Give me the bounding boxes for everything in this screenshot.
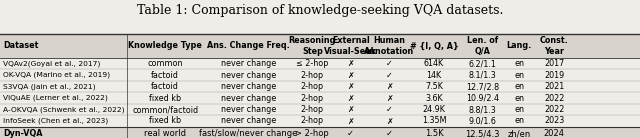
Text: 9.0/1.6: 9.0/1.6 (468, 116, 497, 125)
Text: never change: never change (221, 71, 276, 80)
Bar (0, 34, 640, 58)
Text: never change: never change (221, 59, 276, 68)
Text: Dyn-VQA: Dyn-VQA (3, 129, 43, 138)
Text: ✗: ✗ (348, 71, 354, 80)
Text: 2-hop: 2-hop (301, 82, 324, 91)
Text: S3VQA (Jain et al., 2021): S3VQA (Jain et al., 2021) (3, 83, 96, 90)
Text: en: en (514, 71, 524, 80)
Text: fixed kb: fixed kb (149, 116, 181, 125)
Text: ViQuAE (Lerner et al., 2022): ViQuAE (Lerner et al., 2022) (3, 95, 108, 101)
Text: factoid: factoid (151, 82, 179, 91)
Text: en: en (514, 105, 524, 114)
Text: 7.5K: 7.5K (425, 82, 443, 91)
Text: ✗: ✗ (348, 82, 354, 91)
Text: en: en (514, 59, 524, 68)
Bar (0, 69, 640, 81)
Text: ✗: ✗ (348, 105, 354, 114)
Text: > 2-hop: > 2-hop (296, 129, 329, 138)
Text: # {I, Q, A}: # {I, Q, A} (410, 41, 458, 50)
Text: zh/en: zh/en (508, 129, 531, 138)
Text: 2022: 2022 (544, 105, 564, 114)
Text: Const.
Year: Const. Year (540, 36, 568, 56)
Text: VQAv2(Goyal et al., 2017): VQAv2(Goyal et al., 2017) (3, 60, 100, 67)
Bar (0, 92, 640, 104)
Text: fixed kb: fixed kb (149, 94, 181, 103)
Text: 12.5/4.3: 12.5/4.3 (465, 129, 500, 138)
Text: 2023: 2023 (544, 116, 564, 125)
Text: common: common (147, 59, 183, 68)
Text: 2024: 2024 (544, 129, 564, 138)
Text: never change: never change (221, 94, 276, 103)
Text: common/factoid: common/factoid (132, 105, 198, 114)
Text: 3.6K: 3.6K (425, 94, 443, 103)
Text: 2019: 2019 (544, 71, 564, 80)
Text: Knowledge Type: Knowledge Type (128, 41, 202, 50)
Text: ✗: ✗ (386, 94, 392, 103)
Text: Human
Annotation: Human Annotation (364, 36, 414, 56)
Text: never change: never change (221, 82, 276, 91)
Text: 6.2/1.1: 6.2/1.1 (468, 59, 497, 68)
Text: 2-hop: 2-hop (301, 116, 324, 125)
Text: 2022: 2022 (544, 94, 564, 103)
Text: ✓: ✓ (348, 129, 354, 138)
Text: ✗: ✗ (348, 59, 354, 68)
Text: fast/slow/never change: fast/slow/never change (199, 129, 298, 138)
Text: 2017: 2017 (544, 59, 564, 68)
Bar (0, 58, 640, 69)
Text: en: en (514, 116, 524, 125)
Text: never change: never change (221, 105, 276, 114)
Text: Reasoning
Step: Reasoning Step (289, 36, 336, 56)
Text: ✗: ✗ (386, 116, 392, 125)
Text: factoid: factoid (151, 71, 179, 80)
Text: ✗: ✗ (348, 116, 354, 125)
Text: 2-hop: 2-hop (301, 105, 324, 114)
Text: Len. of
Q/A: Len. of Q/A (467, 36, 498, 56)
Text: ≤ 2-hop: ≤ 2-hop (296, 59, 328, 68)
Text: 12.7/2.8: 12.7/2.8 (466, 82, 499, 91)
Text: 8.1/1.3: 8.1/1.3 (468, 71, 497, 80)
Text: never change: never change (221, 116, 276, 125)
Text: en: en (514, 94, 524, 103)
Text: 10.9/2.4: 10.9/2.4 (466, 94, 499, 103)
Text: ✗: ✗ (348, 94, 354, 103)
Text: 1.35M: 1.35M (422, 116, 446, 125)
Text: real world: real world (144, 129, 186, 138)
Text: Table 1: Comparison of knowledge-seeking VQA datasets.: Table 1: Comparison of knowledge-seeking… (137, 4, 503, 17)
Text: Lang.: Lang. (506, 41, 532, 50)
Text: 614K: 614K (424, 59, 444, 68)
Text: ✓: ✓ (386, 105, 392, 114)
Text: 24.9K: 24.9K (422, 105, 445, 114)
Text: 2-hop: 2-hop (301, 94, 324, 103)
Text: Ans. Change Freq.: Ans. Change Freq. (207, 41, 290, 50)
Text: 8.8/1.3: 8.8/1.3 (468, 105, 497, 114)
Bar (0, 115, 640, 127)
Bar (0, 81, 640, 92)
Text: A-OKVQA (Schwenk et al., 2022): A-OKVQA (Schwenk et al., 2022) (3, 106, 125, 113)
Text: InfoSeek (Chen et al., 2023): InfoSeek (Chen et al., 2023) (3, 118, 108, 124)
Text: ✓: ✓ (386, 129, 392, 138)
Text: 2-hop: 2-hop (301, 71, 324, 80)
Text: OK-VQA (Marino et al., 2019): OK-VQA (Marino et al., 2019) (3, 72, 110, 78)
Text: 1.5K: 1.5K (424, 129, 444, 138)
Text: 14K: 14K (426, 71, 442, 80)
Text: en: en (514, 82, 524, 91)
Bar (0, 104, 640, 115)
Text: 2021: 2021 (544, 82, 564, 91)
Text: ✗: ✗ (386, 82, 392, 91)
Text: ✓: ✓ (386, 71, 392, 80)
Text: ✓: ✓ (386, 59, 392, 68)
Text: External
Visual-Seek: External Visual-Seek (324, 36, 378, 56)
Bar (0, 127, 640, 138)
Text: Dataset: Dataset (3, 41, 38, 50)
